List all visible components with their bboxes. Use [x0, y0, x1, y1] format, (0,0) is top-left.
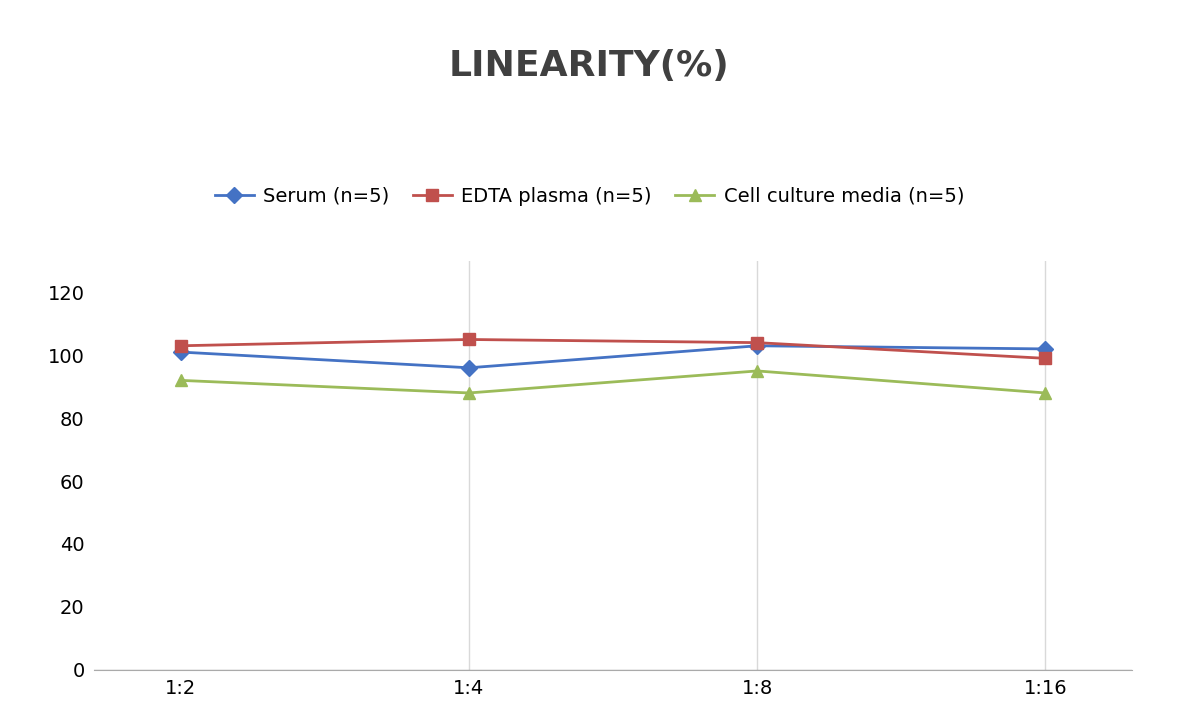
Legend: Serum (n=5), EDTA plasma (n=5), Cell culture media (n=5): Serum (n=5), EDTA plasma (n=5), Cell cul…: [206, 179, 973, 214]
EDTA plasma (n=5): [462, 336, 476, 344]
Line: EDTA plasma (n=5): EDTA plasma (n=5): [176, 334, 1050, 364]
Cell culture media (n=5): [462, 388, 476, 397]
Line: Serum (n=5): Serum (n=5): [176, 341, 1050, 374]
Serum (n=5): [462, 364, 476, 372]
EDTA plasma (n=5): [1039, 354, 1053, 362]
Cell culture media (n=5): [1039, 388, 1053, 397]
Cell culture media (n=5): [173, 376, 187, 385]
Text: LINEARITY(%): LINEARITY(%): [449, 49, 730, 83]
EDTA plasma (n=5): [173, 341, 187, 350]
Serum (n=5): [1039, 345, 1053, 353]
Line: Cell culture media (n=5): Cell culture media (n=5): [176, 365, 1050, 398]
Serum (n=5): [750, 341, 764, 350]
EDTA plasma (n=5): [750, 338, 764, 347]
Serum (n=5): [173, 348, 187, 356]
Cell culture media (n=5): [750, 367, 764, 375]
